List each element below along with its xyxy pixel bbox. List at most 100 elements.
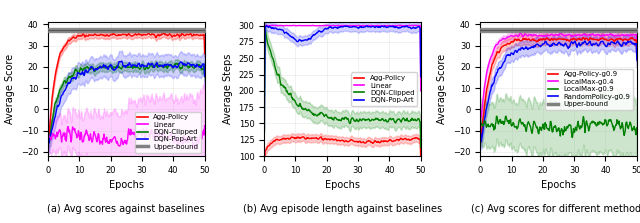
Linear (356, 24, 364, 27)
Linear (417, 89, 424, 92)
DQN-Clipped (354, 120, 362, 122)
RandomPolicy-g0.9 (477, 140, 485, 143)
DQN-Pop-Art (138, 63, 146, 66)
Agg-Policy-g0.9 (633, 56, 640, 58)
RandomPolicy-g0.9 (620, 41, 627, 44)
LocalMax-g0.4 (570, 34, 578, 37)
Line: Agg-Policy-g0.9: Agg-Policy-g0.9 (480, 38, 637, 137)
Agg-Policy-g0.9 (476, 125, 484, 128)
X-axis label: Epochs: Epochs (109, 180, 144, 190)
Line: Agg-Policy: Agg-Policy (48, 33, 205, 137)
Agg-Policy (45, 136, 53, 138)
Title: (a) Avg scores against baselines: (a) Avg scores against baselines (47, 204, 205, 214)
DQN-Clipped (177, 66, 185, 69)
LocalMax-g0.9 (633, 126, 640, 129)
Agg-Policy (145, 32, 152, 34)
DQN-Pop-Art (141, 64, 148, 67)
DQN-Pop-Art (354, 27, 362, 29)
DQN-Clipped (417, 146, 424, 149)
Line: LocalMax-g0.4: LocalMax-g0.4 (480, 33, 637, 117)
DQN-Clipped (260, 75, 268, 78)
DQN-Pop-Art (44, 127, 52, 130)
Agg-Policy-g0.9 (477, 136, 485, 139)
Y-axis label: Average Score: Average Score (5, 54, 15, 124)
DQN-Pop-Art (260, 123, 268, 126)
Linear (353, 24, 361, 27)
LocalMax-g0.9 (571, 131, 579, 134)
LocalMax-g0.9 (568, 136, 576, 139)
RandomPolicy-g0.9 (633, 59, 640, 61)
RandomPolicy-g0.9 (609, 41, 617, 44)
Agg-Policy-g0.9 (570, 37, 578, 40)
Agg-Policy (141, 33, 148, 36)
Linear (402, 24, 410, 27)
LocalMax-g0.9 (477, 122, 484, 125)
DQN-Clipped (356, 119, 364, 121)
DQN-Clipped (261, 29, 269, 31)
RandomPolicy-g0.9 (570, 41, 577, 44)
LocalMax-g0.9 (570, 129, 578, 132)
Agg-Policy (299, 135, 307, 138)
LocalMax-g0.4 (476, 115, 484, 118)
LocalMax-g0.4 (609, 34, 617, 37)
DQN-Clipped (141, 68, 148, 70)
Line: Agg-Policy: Agg-Policy (264, 137, 420, 186)
Agg-Policy-g0.9 (628, 36, 636, 39)
Agg-Policy (201, 52, 209, 55)
RandomPolicy-g0.9 (477, 133, 484, 136)
DQN-Clipped (201, 75, 209, 78)
DQN-Clipped (173, 62, 180, 65)
LocalMax-g0.9 (609, 125, 617, 127)
DQN-Clipped (353, 119, 361, 122)
Linear (201, 124, 209, 127)
RandomPolicy-g0.9 (573, 45, 580, 47)
DQN-Pop-Art (118, 60, 125, 62)
DQN-Pop-Art (138, 65, 145, 67)
RandomPolicy-g0.9 (476, 125, 484, 128)
Agg-Policy (417, 158, 424, 161)
Linear (186, 136, 194, 138)
Line: Linear: Linear (264, 25, 420, 91)
Agg-Policy (45, 132, 52, 134)
LocalMax-g0.9 (573, 126, 581, 128)
Line: LocalMax-g0.9: LocalMax-g0.9 (480, 116, 637, 138)
DQN-Clipped (45, 133, 52, 136)
DQN-Pop-Art (353, 26, 361, 29)
Legend: Agg-Policy-g0.9, LocalMax-g0.4, LocalMax-g0.9, RandomPolicy-g0.9, Upper-bound: Agg-Policy-g0.9, LocalMax-g0.4, LocalMax… (545, 69, 634, 110)
Y-axis label: Average Steps: Average Steps (223, 54, 233, 124)
Linear (45, 133, 52, 136)
Agg-Policy-g0.9 (573, 39, 580, 42)
DQN-Pop-Art (417, 75, 424, 78)
DQN-Pop-Art (45, 142, 53, 144)
Agg-Policy (177, 34, 185, 37)
DQN-Clipped (260, 123, 268, 125)
LocalMax-g0.9 (620, 127, 627, 130)
LocalMax-g0.9 (476, 118, 484, 120)
Line: Linear: Linear (48, 125, 205, 150)
Line: DQN-Clipped: DQN-Clipped (48, 63, 205, 142)
Linear (260, 24, 268, 27)
DQN-Pop-Art (45, 134, 52, 136)
Line: DQN-Pop-Art: DQN-Pop-Art (48, 61, 205, 143)
DQN-Clipped (45, 141, 53, 144)
LocalMax-g0.4 (573, 33, 581, 36)
Agg-Policy-g0.9 (477, 132, 484, 134)
X-axis label: Epochs: Epochs (325, 180, 360, 190)
Title: (b) Avg episode length against baselines: (b) Avg episode length against baselines (243, 204, 442, 214)
DQN-Clipped (44, 126, 52, 128)
Linear (411, 24, 419, 27)
Linear (44, 124, 52, 126)
X-axis label: Epochs: Epochs (541, 180, 576, 190)
Agg-Policy (403, 138, 410, 141)
Agg-Policy (356, 141, 364, 144)
DQN-Pop-Art (403, 25, 410, 27)
DQN-Clipped (393, 119, 401, 122)
Linear (353, 24, 361, 27)
DQN-Clipped (403, 119, 410, 122)
DQN-Clipped (138, 65, 145, 68)
Legend: Agg-Policy, Linear, DQN-Clipped, DQN-Pop-Art, Upper-bound: Agg-Policy, Linear, DQN-Clipped, DQN-Pop… (134, 112, 201, 153)
LocalMax-g0.4 (620, 34, 627, 36)
Linear (191, 148, 199, 151)
Linear (176, 139, 184, 142)
RandomPolicy-g0.9 (570, 41, 578, 44)
